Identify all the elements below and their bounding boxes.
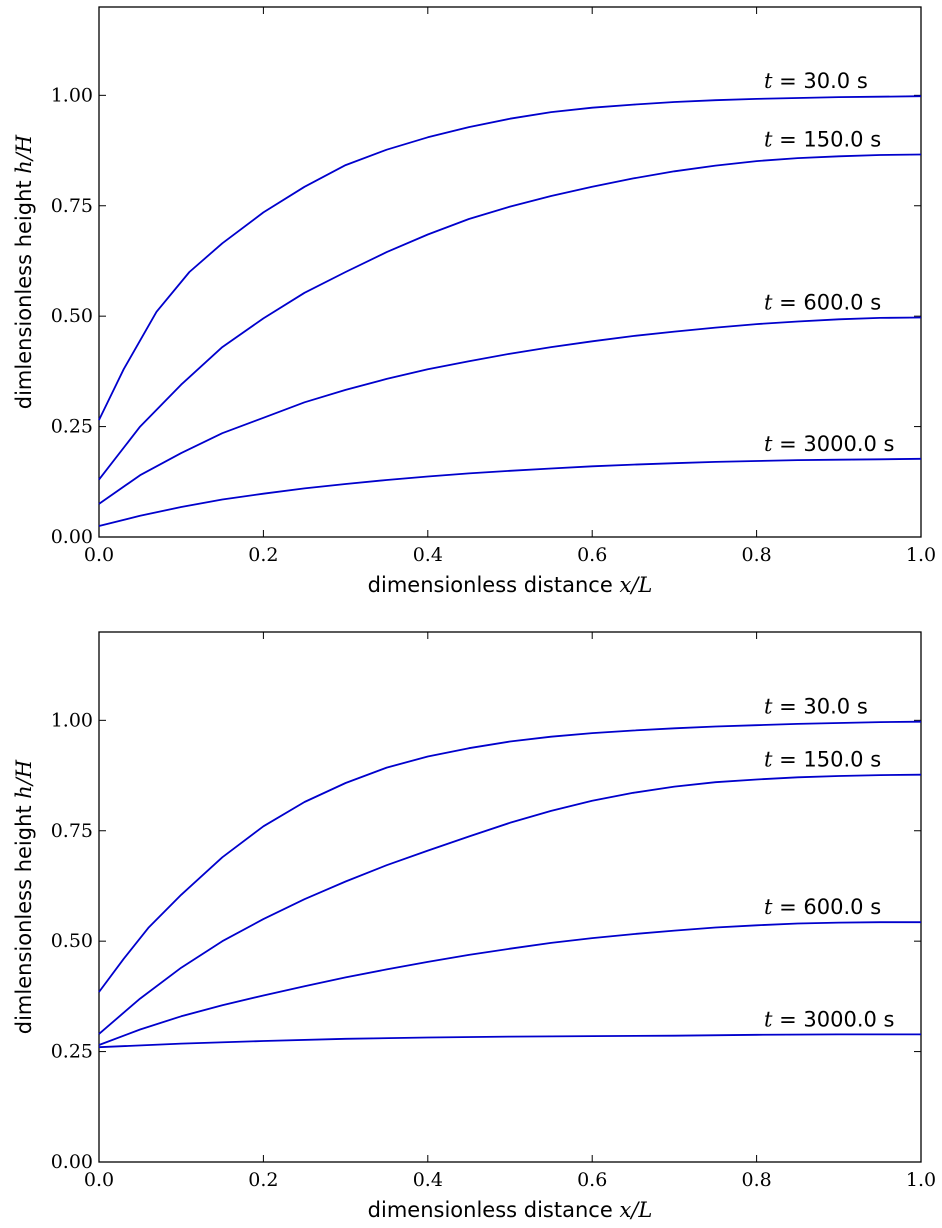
top-series-line-4 <box>98 457 922 527</box>
bottom-x-tick-label: 0.6 <box>577 1169 607 1191</box>
top-y-tick-label: 0.25 <box>51 416 93 438</box>
bottom-chart-panel: 0.0 0.2 0.4 0.6 0.8 1.0 0.00 0.25 0.50 0.75 1.00 t… <box>12 631 936 1222</box>
top-x-tick-label: 0.2 <box>248 544 278 566</box>
top-series-line-1 <box>98 95 922 421</box>
top-series-line-3 <box>98 316 922 505</box>
top-series-line-2 <box>98 153 922 481</box>
top-y-axis-label: dimlensionless height h/H <box>12 134 36 409</box>
top-x-tick-label: 0.8 <box>741 544 771 566</box>
bottom-series-lines <box>98 720 922 1049</box>
top-x-tick-label: 0.4 <box>413 544 443 566</box>
bottom-x-axis-label: dimensionless distance x/L <box>368 1198 653 1222</box>
bottom-x-tick-label: 0.2 <box>248 1169 278 1191</box>
top-x-tick-label: 0.6 <box>577 544 607 566</box>
top-series-label-3: t = 600.0 s <box>764 290 881 314</box>
bottom-series-line-2 <box>98 773 922 1035</box>
top-series-label-2: t = 150.0 s <box>764 128 881 152</box>
top-series-label-1: t = 30.0 s <box>764 69 868 93</box>
bottom-series-line-4 <box>98 1033 921 1049</box>
bottom-x-tick-label: 0.0 <box>84 1169 114 1191</box>
top-y-tick-label: 1.00 <box>51 84 93 106</box>
bottom-series-line-3 <box>98 921 921 1046</box>
bottom-ticks <box>98 632 922 1163</box>
bottom-y-tick-label: 0.00 <box>51 1151 93 1173</box>
top-x-axis-label: dimensionless distance x/L <box>368 573 653 597</box>
top-x-tick-label: 1.0 <box>906 544 936 566</box>
bottom-y-tick-label: 0.25 <box>51 1041 93 1063</box>
bottom-x-tick-label: 1.0 <box>906 1169 936 1191</box>
bottom-y-tick-label: 0.50 <box>51 930 93 952</box>
top-ticks <box>98 7 922 538</box>
top-y-tick-label: 0.00 <box>51 526 93 548</box>
bottom-plot-frame <box>98 631 922 1163</box>
bottom-x-tick-label: 0.8 <box>741 1169 771 1191</box>
bottom-series-label-4: t = 3000.0 s <box>764 1007 895 1031</box>
top-curve-labels: t = 30.0 s t = 150.0 s t = 600.0 s t = 3000… <box>764 69 895 456</box>
top-series-label-4: t = 3000.0 s <box>764 432 895 456</box>
bottom-curve-labels: t = 30.0 s t = 150.0 s t = 600.0 s t = 3000… <box>764 695 895 1032</box>
top-chart-panel: 0.0 0.2 0.4 0.6 0.8 1.0 0.00 0.25 0.50 0.75 1.00 t… <box>12 6 936 597</box>
bottom-y-axis-label: dimlensionless height h/H <box>12 759 36 1034</box>
bottom-series-label-2: t = 150.0 s <box>764 748 881 772</box>
bottom-y-tick-label: 0.75 <box>51 820 93 842</box>
top-tick-labels: 0.0 0.2 0.4 0.6 0.8 1.0 0.00 0.25 0.50 0.75 1.00 <box>51 84 936 566</box>
top-plot-frame <box>98 6 922 538</box>
top-series-lines <box>98 95 922 527</box>
bottom-tick-labels: 0.0 0.2 0.4 0.6 0.8 1.0 0.00 0.25 0.50 0.75 1.00 <box>51 709 936 1191</box>
bottom-series-label-1: t = 30.0 s <box>764 695 868 719</box>
bottom-series-label-3: t = 600.0 s <box>764 895 881 919</box>
top-y-tick-label: 0.75 <box>51 195 93 217</box>
top-y-tick-label: 0.50 <box>51 305 93 327</box>
top-x-tick-label: 0.0 <box>84 544 114 566</box>
bottom-x-tick-label: 0.4 <box>413 1169 443 1191</box>
bottom-y-tick-label: 1.00 <box>51 709 93 731</box>
bottom-series-line-1 <box>98 720 922 993</box>
